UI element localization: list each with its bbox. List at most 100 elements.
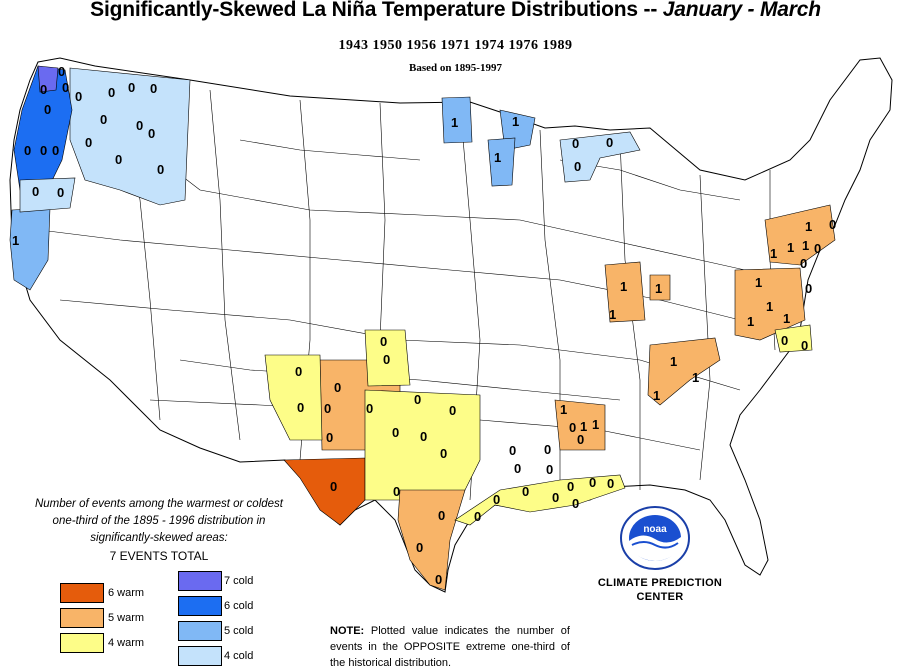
warm-regions (264, 204, 836, 591)
value-wa4: 0 (75, 89, 82, 104)
oklahoma-4warm (364, 329, 411, 387)
noaa-logo-text: noaa (643, 524, 667, 535)
value-ms5: 0 (572, 496, 579, 511)
value-va1: 1 (755, 275, 762, 290)
value-mi1: 0 (572, 136, 579, 151)
value-nd1: 1 (451, 115, 458, 130)
value-wa10: 0 (136, 118, 143, 133)
value-or5: 0 (57, 185, 64, 200)
plotted-values: 0 0 0 0 0 0 0 0 0 0 0 0 0 0 0 0 0 0 0 1 … (12, 64, 836, 587)
note-text: Plotted value indicates the number of ev… (330, 625, 570, 669)
value-wa3: 0 (62, 80, 69, 95)
swatch-4-cold (178, 646, 222, 666)
mississippi-5warm (554, 399, 606, 451)
value-wa8: 0 (44, 102, 51, 117)
value-va3: 1 (766, 299, 773, 314)
event-years: 1943 1950 1956 1971 1974 1976 1989 (338, 38, 573, 53)
base-period: Based on 1895-1997 (409, 62, 502, 74)
value-il1: 1 (620, 279, 627, 294)
value-ca1: 1 (12, 233, 19, 248)
value-ar2: 0 (569, 420, 576, 435)
value-tx9: 0 (416, 540, 423, 555)
value-il2: 1 (609, 307, 616, 322)
value-al1: 0 (589, 475, 596, 490)
value-tx4: 0 (420, 429, 427, 444)
value-tx10: 0 (435, 572, 442, 587)
value-ar1: 1 (560, 402, 567, 417)
legend-note: Number of events among the warmest or co… (34, 498, 283, 544)
value-ne3: 1 (802, 238, 809, 253)
value-or2: 0 (40, 143, 47, 158)
value-az1: 0 (295, 364, 302, 379)
value-tx5: 0 (440, 446, 447, 461)
label-5-cold: 5 cold (224, 625, 254, 637)
value-tx2: 0 (449, 403, 456, 418)
value-ne1: 1 (787, 240, 794, 255)
value-id2: 0 (115, 152, 122, 167)
oregon-interior-4cold (19, 177, 76, 213)
value-tn1: 1 (670, 354, 677, 369)
value-ne2: 1 (805, 219, 812, 234)
title-period: January - March (662, 0, 821, 21)
minnesota-south-5cold (487, 137, 516, 187)
value-tx3: 0 (392, 425, 399, 440)
pacific-northwest-4cold (69, 67, 191, 206)
value-ms4: 0 (567, 479, 574, 494)
value-id1: 0 (85, 135, 92, 150)
value-la4: 0 (493, 492, 500, 507)
value-tx8: 0 (438, 508, 445, 523)
value-nm1: 0 (334, 380, 341, 395)
michigan-4cold (559, 131, 641, 183)
value-tx6: 0 (330, 479, 337, 494)
value-la5: 0 (522, 484, 529, 499)
value-va5: 1 (770, 246, 777, 261)
value-id3: 0 (157, 162, 164, 177)
value-la1: 0 (474, 509, 481, 524)
value-va2: 1 (747, 314, 754, 329)
value-tx7: 0 (393, 484, 400, 499)
cpc-caption-line1: CLIMATE PREDICTION (597, 577, 723, 589)
note-prefix: NOTE: (330, 625, 365, 637)
texas-coast-5warm (397, 489, 466, 591)
swatch-7-cold (178, 571, 222, 591)
illinois-5warm (604, 261, 646, 323)
swatch-5-cold (178, 621, 222, 641)
value-wa6: 0 (128, 80, 135, 95)
value-ne5: 0 (829, 217, 836, 232)
label-6-warm: 6 warm (108, 587, 145, 599)
olympic-7cold (37, 65, 59, 93)
value-wa9: 0 (100, 112, 107, 127)
value-mn1: 1 (512, 114, 519, 129)
value-wa1: 0 (58, 64, 65, 79)
value-mi3: 0 (574, 159, 581, 174)
value-tx1: 0 (414, 392, 421, 407)
cold-regions (9, 65, 641, 291)
value-ok2: 0 (383, 352, 390, 367)
swatch-5-warm (60, 608, 104, 628)
value-ar5: 0 (577, 432, 584, 447)
value-ms1: 0 (544, 442, 551, 457)
value-ar3: 1 (580, 419, 587, 434)
value-az2: 0 (297, 400, 304, 415)
title-main: Significantly-Skewed La Niña Temperature… (90, 0, 658, 21)
label-6-cold: 6 cold (224, 600, 254, 612)
value-wa7: 0 (150, 81, 157, 96)
gulf-coast-4warm (454, 474, 626, 526)
value-or4: 0 (32, 184, 39, 199)
value-nc2: 0 (801, 338, 808, 353)
value-or1: 0 (24, 143, 31, 158)
north-dakota-5cold (441, 96, 473, 144)
virginia-coast-4warm (774, 324, 813, 353)
appalachia-5warm (647, 337, 721, 406)
west-texas-6warm (283, 457, 366, 526)
label-4-warm: 4 warm (108, 637, 145, 649)
us-outline (9, 57, 893, 593)
label-7-cold: 7 cold (224, 575, 254, 587)
value-ar4: 1 (592, 417, 599, 432)
value-mi2: 0 (606, 135, 613, 150)
northeast-5warm (764, 204, 836, 266)
value-ne4: 0 (814, 241, 821, 256)
legend-total: 7 EVENTS TOTAL (109, 549, 209, 563)
cpc-caption-line2: CENTER (636, 591, 684, 603)
